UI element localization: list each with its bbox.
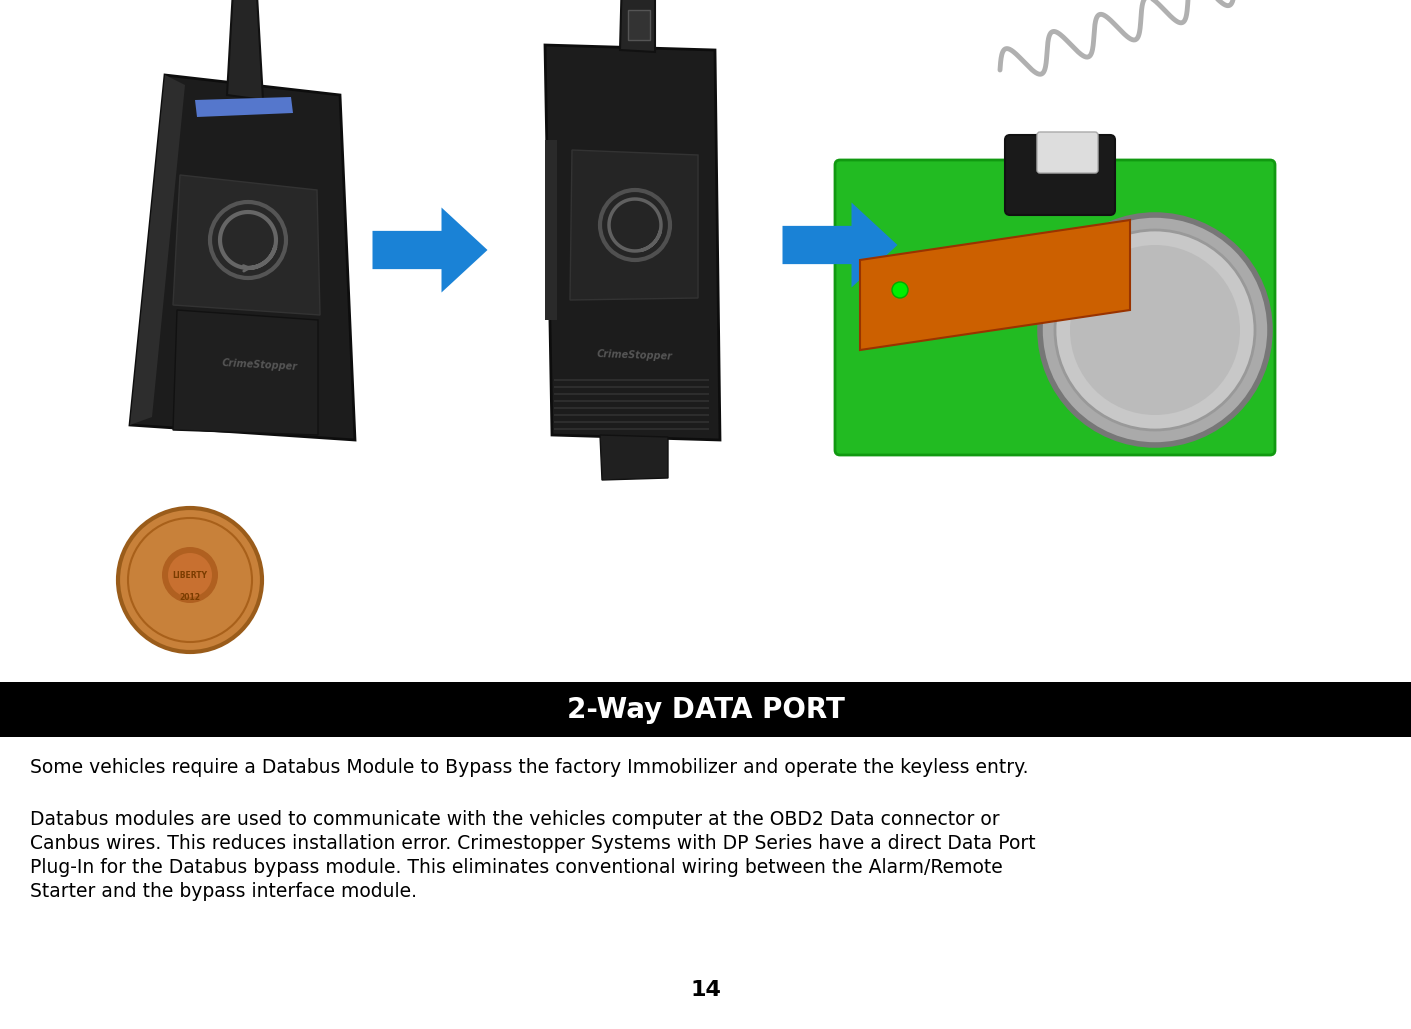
Text: Plug-In for the Databus bypass module. This eliminates conventional wiring betwe: Plug-In for the Databus bypass module. T… (30, 858, 1003, 877)
Polygon shape (195, 97, 293, 117)
Circle shape (1070, 245, 1240, 415)
Polygon shape (227, 0, 262, 100)
Polygon shape (130, 75, 185, 425)
FancyBboxPatch shape (1005, 135, 1115, 215)
Text: CrimeStopper: CrimeStopper (222, 358, 298, 371)
Text: 2012: 2012 (179, 594, 200, 603)
Polygon shape (859, 220, 1130, 350)
Polygon shape (174, 310, 317, 435)
Circle shape (119, 508, 262, 652)
FancyBboxPatch shape (1037, 132, 1098, 173)
Polygon shape (545, 45, 720, 440)
FancyBboxPatch shape (835, 159, 1276, 455)
Text: LIBERTY: LIBERTY (172, 570, 207, 579)
Polygon shape (783, 203, 897, 287)
Text: Starter and the bypass interface module.: Starter and the bypass interface module. (30, 882, 418, 901)
Circle shape (1040, 215, 1270, 445)
Text: 2-Way DATA PORT: 2-Way DATA PORT (567, 696, 844, 723)
Text: Some vehicles require a Databus Module to Bypass the factory Immobilizer and ope: Some vehicles require a Databus Module t… (30, 758, 1029, 777)
Bar (0, 682, 1411, 737)
Bar (545, 140, 557, 320)
Circle shape (1055, 230, 1254, 430)
Polygon shape (174, 175, 320, 315)
Circle shape (162, 547, 219, 603)
Text: 14: 14 (690, 980, 721, 1000)
Polygon shape (619, 0, 655, 52)
Text: Databus modules are used to communicate with the vehicles computer at the OBD2 D: Databus modules are used to communicate … (30, 810, 999, 829)
Bar (628, 10, 650, 40)
Polygon shape (600, 435, 667, 480)
Text: Canbus wires. This reduces installation error. Crimestopper Systems with DP Seri: Canbus wires. This reduces installation … (30, 833, 1036, 853)
Text: CrimeStopper: CrimeStopper (597, 349, 673, 361)
Polygon shape (130, 75, 356, 440)
Circle shape (892, 282, 909, 298)
Bar (840, 165, 1270, 450)
Polygon shape (570, 150, 698, 300)
Circle shape (168, 553, 212, 597)
Polygon shape (373, 208, 487, 292)
